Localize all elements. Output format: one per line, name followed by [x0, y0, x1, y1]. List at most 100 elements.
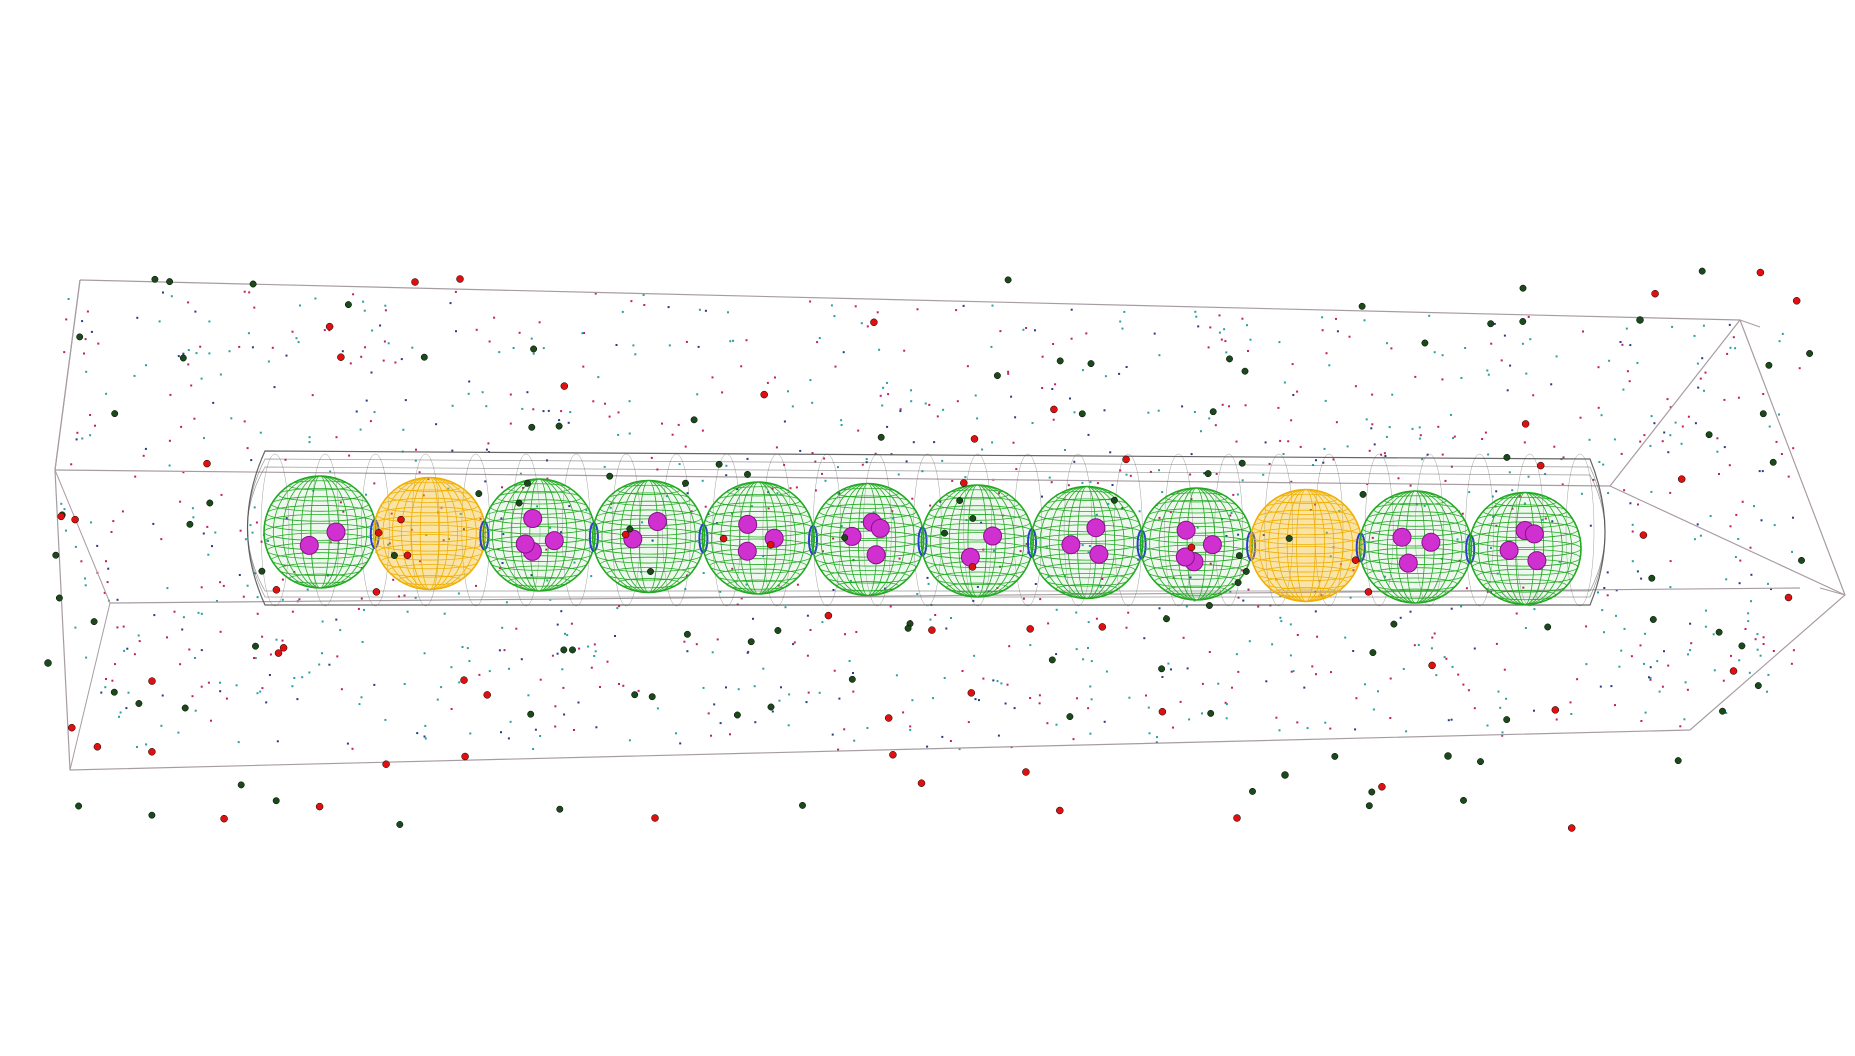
particle-red [1428, 661, 1436, 670]
speck [771, 487, 774, 490]
speck [195, 352, 198, 355]
speck [80, 560, 83, 563]
speck [1639, 644, 1642, 647]
speck [1674, 421, 1677, 424]
speck [161, 694, 164, 697]
particle-darkgreen [110, 688, 118, 696]
nucleoid [1527, 551, 1547, 571]
speck [1338, 510, 1341, 512]
speck [789, 487, 792, 490]
speck [1082, 369, 1084, 372]
speck [501, 486, 503, 489]
speck [207, 681, 210, 684]
particle-darkgreen [606, 472, 614, 480]
speck [402, 428, 405, 431]
speck [342, 510, 345, 513]
speck [793, 641, 796, 644]
speck [982, 677, 985, 680]
speck [308, 441, 311, 444]
speck [745, 583, 748, 586]
speck [1075, 611, 1078, 614]
speck [1409, 610, 1412, 613]
speck [530, 574, 533, 577]
speck [929, 504, 932, 507]
speck [1278, 729, 1281, 732]
speck [1047, 575, 1050, 578]
speck [1246, 324, 1248, 327]
speck [458, 681, 461, 684]
speck [1330, 671, 1332, 674]
speck [1458, 559, 1461, 562]
speck [1435, 674, 1438, 677]
particle-darkgreen [524, 479, 531, 487]
speck [1129, 474, 1132, 477]
particle-darkgreen [420, 353, 428, 361]
speck [1119, 320, 1122, 323]
speck [1007, 370, 1010, 373]
speck [721, 391, 724, 394]
speck [767, 507, 770, 510]
speck [1289, 654, 1292, 657]
speck [1457, 673, 1460, 676]
speck [958, 748, 961, 751]
speck [1087, 551, 1090, 554]
speck [1465, 587, 1468, 590]
speck [1500, 359, 1503, 362]
speck [1022, 328, 1025, 331]
nucleoid [1499, 540, 1519, 560]
speck [1296, 634, 1299, 636]
speck [104, 686, 107, 689]
speck [725, 474, 728, 477]
capsule-ring [662, 453, 691, 607]
speck [248, 291, 251, 294]
speck [1104, 375, 1107, 378]
speck [1792, 516, 1794, 519]
speck [1505, 697, 1508, 700]
speck [1569, 701, 1572, 704]
speck [1229, 590, 1232, 593]
speck [243, 290, 246, 293]
speck [999, 330, 1002, 333]
speck [142, 454, 145, 457]
speck [811, 401, 814, 404]
speck [103, 591, 106, 594]
speck [830, 304, 833, 307]
speck [127, 691, 130, 694]
particle-red [1677, 475, 1686, 483]
speck [371, 329, 374, 332]
speck [1661, 685, 1664, 688]
speck [254, 657, 257, 660]
particle-darkgreen [956, 497, 964, 504]
speck [515, 627, 518, 630]
speck [1725, 712, 1728, 714]
speck [1054, 383, 1057, 386]
particle-darkgreen [1110, 496, 1118, 504]
particle-darkgreen [1207, 709, 1215, 717]
speck [956, 400, 959, 403]
speck [1095, 617, 1098, 620]
speck [360, 696, 363, 699]
speck [1741, 500, 1744, 503]
nucleoid [1398, 553, 1418, 573]
speck [881, 404, 884, 407]
speck [526, 391, 529, 394]
speck [1195, 315, 1198, 318]
speck [563, 713, 566, 716]
particle-darkgreen [841, 534, 849, 542]
speck [1004, 702, 1007, 705]
speck [246, 447, 249, 450]
speck [1738, 582, 1741, 585]
speck [419, 560, 421, 563]
speck [848, 660, 851, 662]
speck [656, 707, 659, 710]
speck [1055, 608, 1058, 611]
speck [974, 394, 977, 397]
speck [776, 492, 779, 495]
speck [1625, 327, 1628, 330]
speck [886, 381, 888, 384]
speck [509, 393, 512, 396]
speck [542, 410, 545, 413]
speck [1279, 439, 1282, 442]
speck [1325, 352, 1328, 355]
speck [243, 420, 246, 423]
